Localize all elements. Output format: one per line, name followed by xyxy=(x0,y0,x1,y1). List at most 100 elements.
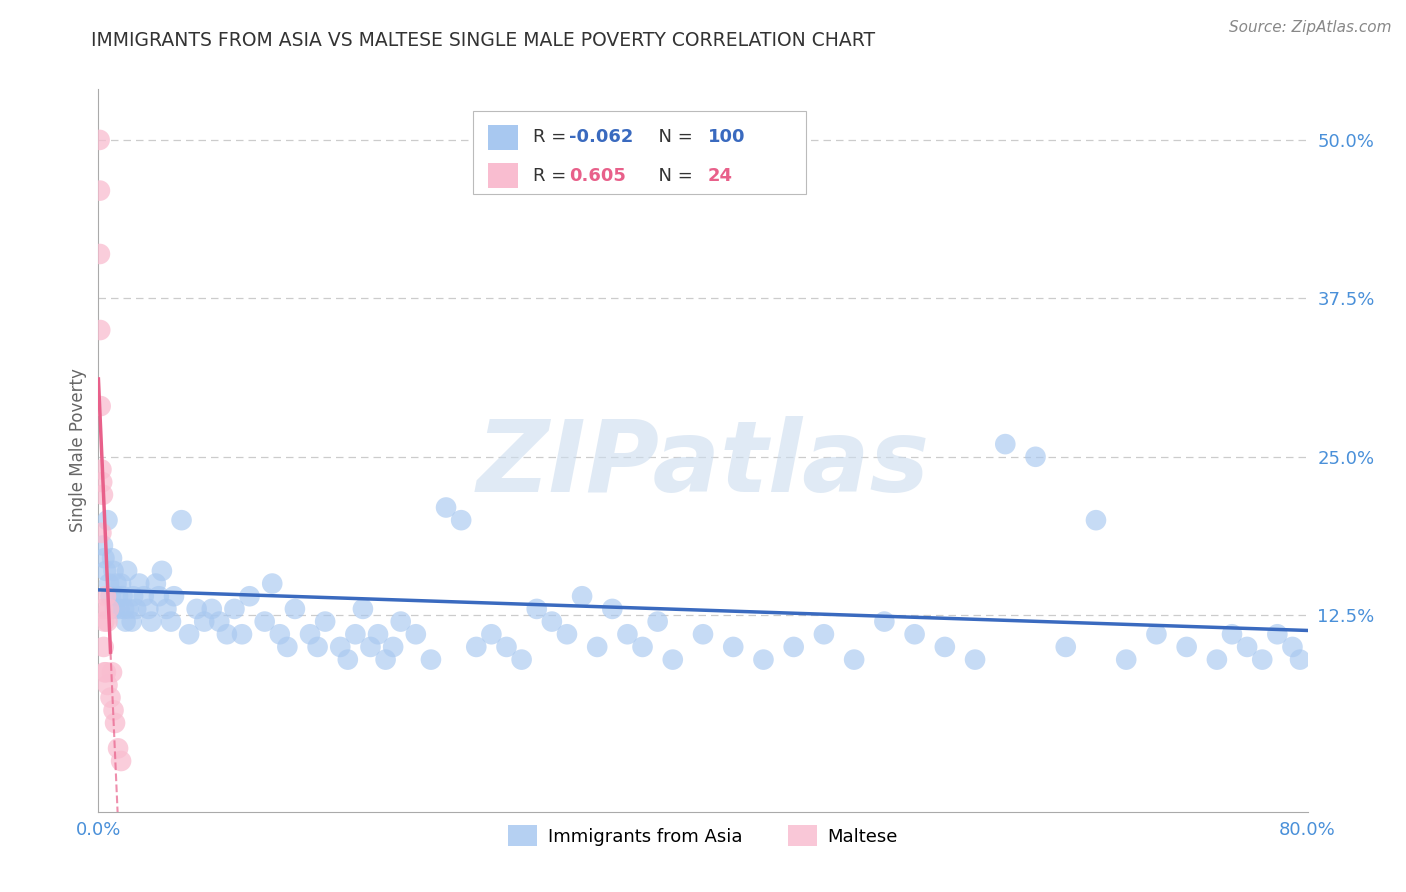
Point xyxy=(89,133,111,147)
Point xyxy=(1236,640,1258,654)
Point xyxy=(465,640,488,654)
Point xyxy=(510,652,533,666)
Point xyxy=(107,741,129,756)
Point xyxy=(231,627,253,641)
Point xyxy=(1175,640,1198,654)
Point xyxy=(1054,640,1077,654)
Point xyxy=(661,652,683,666)
Point xyxy=(284,602,307,616)
Point xyxy=(91,602,114,616)
Point xyxy=(163,589,186,603)
Point xyxy=(723,640,745,654)
Point xyxy=(148,589,170,603)
Point xyxy=(1281,640,1303,654)
Point xyxy=(94,564,117,578)
Point xyxy=(125,602,148,616)
Point xyxy=(104,602,127,616)
Point xyxy=(344,627,367,641)
Text: 100: 100 xyxy=(707,128,745,146)
Point xyxy=(904,627,927,641)
Point xyxy=(160,615,183,629)
Point xyxy=(94,665,117,680)
Point xyxy=(208,615,231,629)
Point xyxy=(405,627,427,641)
Point xyxy=(1289,652,1312,666)
Point xyxy=(115,564,138,578)
Point xyxy=(96,513,118,527)
Point xyxy=(103,564,125,578)
Text: ZIPatlas: ZIPatlas xyxy=(477,417,929,514)
Point xyxy=(110,576,132,591)
Point xyxy=(1251,652,1274,666)
Point xyxy=(90,462,112,476)
Point xyxy=(121,615,143,629)
Point xyxy=(495,640,517,654)
Text: N =: N = xyxy=(647,128,699,146)
Point xyxy=(1144,627,1167,641)
Point xyxy=(752,652,775,666)
Point xyxy=(136,602,159,616)
Point xyxy=(555,627,578,641)
Point xyxy=(434,500,457,515)
Point xyxy=(1024,450,1046,464)
Point xyxy=(571,589,593,603)
Point xyxy=(96,678,118,692)
Point xyxy=(108,602,131,616)
Point xyxy=(112,602,135,616)
Point xyxy=(100,589,122,603)
Point xyxy=(1115,652,1137,666)
Point xyxy=(526,602,548,616)
Point xyxy=(631,640,654,654)
FancyBboxPatch shape xyxy=(474,111,806,194)
Point xyxy=(91,539,114,553)
Legend: Immigrants from Asia, Maltese: Immigrants from Asia, Maltese xyxy=(501,818,905,854)
Point xyxy=(104,716,127,731)
Point xyxy=(145,576,167,591)
Point xyxy=(155,602,177,616)
Text: N =: N = xyxy=(647,167,699,185)
Point xyxy=(114,615,136,629)
Point xyxy=(481,627,503,641)
Point xyxy=(1085,513,1108,527)
Point xyxy=(262,576,284,591)
Point xyxy=(150,564,173,578)
Point xyxy=(602,602,624,616)
Point xyxy=(98,576,121,591)
Point xyxy=(93,551,115,566)
Point xyxy=(101,665,124,680)
Point xyxy=(276,640,298,654)
Point xyxy=(374,652,396,666)
Point xyxy=(91,475,114,490)
Point xyxy=(93,665,115,680)
Point xyxy=(1267,627,1289,641)
Point xyxy=(91,488,114,502)
Point xyxy=(94,589,117,603)
Point xyxy=(382,640,405,654)
Point xyxy=(647,615,669,629)
Point xyxy=(299,627,322,641)
Point xyxy=(186,602,208,616)
Point xyxy=(89,247,111,261)
Point xyxy=(1206,652,1229,666)
Point xyxy=(193,615,215,629)
Point xyxy=(201,602,224,616)
Point xyxy=(450,513,472,527)
FancyBboxPatch shape xyxy=(488,163,517,188)
Point xyxy=(89,323,111,337)
Point xyxy=(586,640,609,654)
Point xyxy=(107,589,129,603)
Point xyxy=(132,589,155,603)
Point xyxy=(122,589,145,603)
Point xyxy=(111,589,134,603)
Point xyxy=(873,615,896,629)
Point xyxy=(118,602,141,616)
Point xyxy=(90,399,112,413)
Point xyxy=(420,652,443,666)
Point xyxy=(540,615,562,629)
Point xyxy=(103,703,125,717)
FancyBboxPatch shape xyxy=(488,125,517,150)
Point xyxy=(89,184,111,198)
Point xyxy=(98,602,121,616)
Point xyxy=(965,652,987,666)
Y-axis label: Single Male Poverty: Single Male Poverty xyxy=(69,368,87,533)
